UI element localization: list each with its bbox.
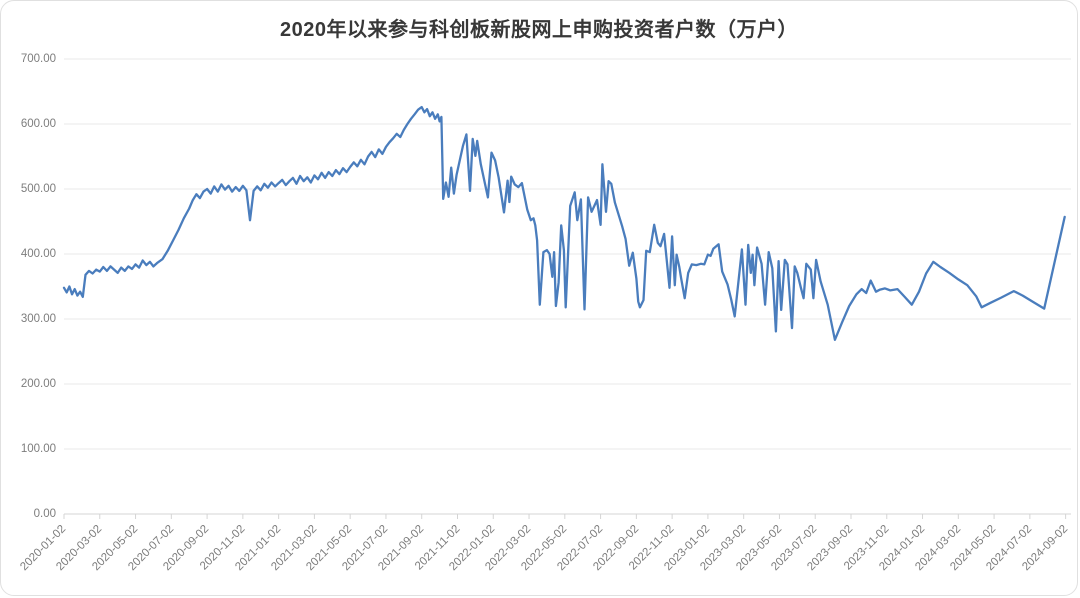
y-tick-label: 100.00 xyxy=(20,443,56,455)
y-tick-label: 600.00 xyxy=(20,118,56,130)
y-tick-label: 200.00 xyxy=(20,378,56,390)
series-line xyxy=(62,105,1066,341)
y-tick-label: 700.00 xyxy=(20,53,56,65)
chart-title: 2020年以来参与科创板新股网上申购投资者户数（万户） xyxy=(280,19,798,41)
y-tick-label: 400.00 xyxy=(20,248,56,260)
y-tick-label: 0.00 xyxy=(33,508,56,520)
y-tick-label: 500.00 xyxy=(20,183,56,195)
y-tick-label: 300.00 xyxy=(20,313,56,325)
